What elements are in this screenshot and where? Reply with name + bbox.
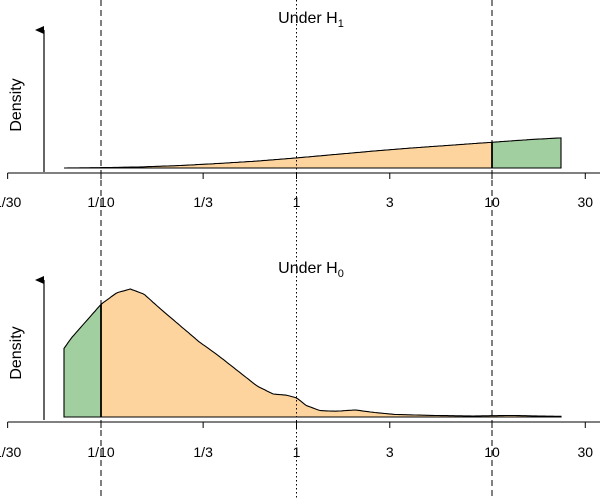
x-tick-label: 1/30 xyxy=(0,194,21,210)
x-tick-label: 1/3 xyxy=(193,444,213,460)
density-region-above-threshold xyxy=(492,137,561,168)
density-curve xyxy=(64,137,562,169)
x-tick-label: 1/3 xyxy=(193,194,213,210)
x-tick-label: 3 xyxy=(386,444,394,460)
x-axis: 1/301/101/31310301001000 xyxy=(0,172,600,210)
y-axis-label-density: Density xyxy=(8,78,25,131)
panel-under-h1: Under H1 Density 1/301/101/3131030100100… xyxy=(0,10,600,210)
panel-title-h0: Under H0 xyxy=(278,260,344,280)
x-axis: 1/301/101/31310301001000 xyxy=(0,421,600,460)
panel-under-h0: Under H0 Density 1/301/101/3131030100100… xyxy=(0,260,600,460)
x-tick-label: 1/30 xyxy=(0,444,21,460)
density-region-below-threshold xyxy=(64,304,101,417)
x-tick-label: 30 xyxy=(577,444,593,460)
y-axis-label-density: Density xyxy=(8,326,25,379)
density-areas xyxy=(63,288,562,418)
x-tick-label: 1 xyxy=(293,194,301,210)
density-region-below-threshold xyxy=(64,142,492,168)
x-tick-label: 30 xyxy=(577,194,593,210)
density-region-above-threshold xyxy=(101,289,561,417)
panel-title-h1: Under H1 xyxy=(278,10,344,30)
density-areas xyxy=(64,137,562,169)
x-tick-label: 3 xyxy=(386,194,394,210)
density-curve xyxy=(63,288,562,418)
reference-lines xyxy=(100,0,493,500)
